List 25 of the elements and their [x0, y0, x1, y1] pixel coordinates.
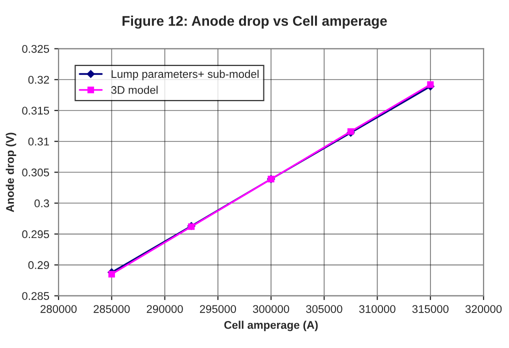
y-tick-label: 0.295: [22, 230, 50, 238]
x-tick-label: 280000: [40, 305, 77, 313]
y-tick-label: 0.32: [28, 76, 49, 84]
y-tick-label: 0.31: [28, 138, 49, 146]
x-tick-label: 295000: [200, 305, 236, 313]
x-tick-label: 320000: [465, 305, 502, 313]
point: [427, 81, 434, 88]
y-tick-label: 0.315: [22, 106, 50, 115]
y-tick-label: 0.3: [34, 199, 50, 208]
chart-title: Figure 12: Anode drop vs Cell amperage: [122, 16, 387, 29]
y-axis-title: Anode drop (V): [6, 132, 16, 212]
x-tick-label: 285000: [94, 305, 130, 313]
legend-label: Lump parameters+ sub-model: [112, 70, 259, 80]
legend-label: 3D model: [111, 86, 158, 94]
x-tick-label: 305000: [306, 305, 342, 313]
y-tick-label: 0.29: [28, 261, 49, 270]
x-axis-title: Cell amperage (A): [224, 320, 318, 332]
y-tick-label: 0.325: [22, 44, 50, 53]
y-tick-label: 0.285: [22, 292, 50, 300]
x-tick-label: 290000: [146, 305, 183, 313]
x-tick-label: 310000: [359, 305, 396, 313]
point: [108, 270, 115, 278]
x-tick-label: 300000: [252, 305, 290, 313]
y-tick-label: 0.305: [22, 168, 50, 176]
x-tick-label: 315000: [412, 305, 449, 313]
